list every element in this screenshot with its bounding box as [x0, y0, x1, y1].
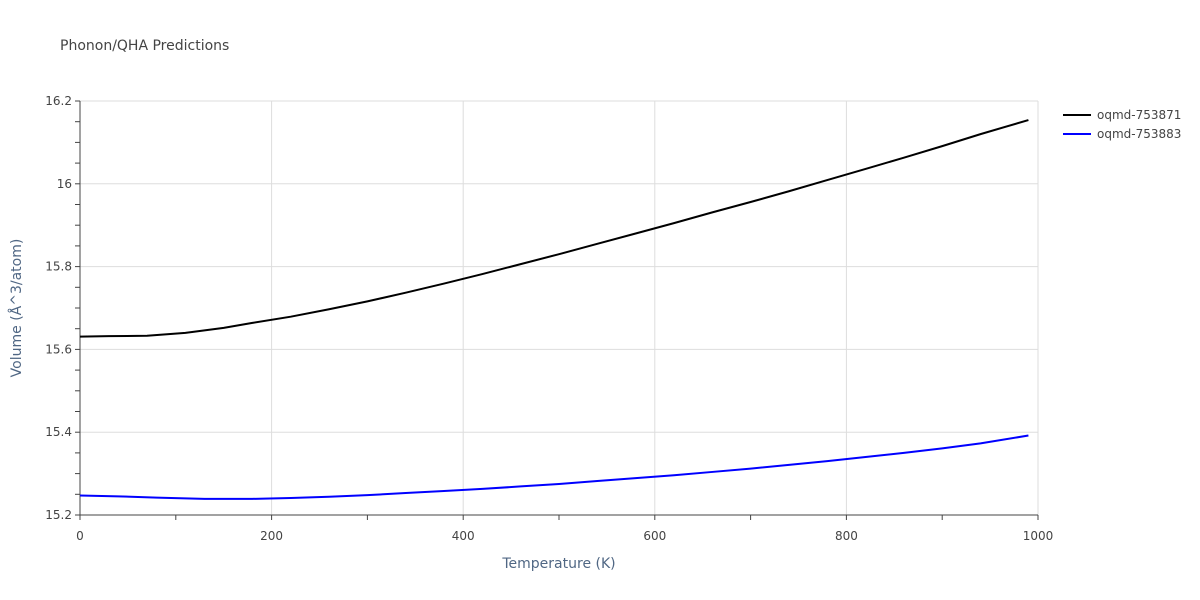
y-tick-label: 15.6 — [45, 342, 72, 356]
series-line-oqmd-753883[interactable] — [79, 434, 1029, 500]
y-tick-label: 16 — [57, 177, 72, 191]
x-tick-label: 800 — [835, 529, 858, 543]
x-axis-title: Temperature (K) — [501, 556, 615, 572]
y-axis-title: Volume (Å^3/atom) — [8, 239, 25, 378]
chart-title: Phonon/QHA Predictions — [60, 38, 229, 54]
y-tick-label: 15.8 — [45, 260, 72, 274]
y-tick-label: 15.4 — [45, 425, 72, 439]
legend[interactable]: oqmd-753871 oqmd-753883 — [1063, 108, 1181, 141]
plot-area: 0 200 400 600 800 1000 15.2 15.4 15.6 15.8 16 16.2 — [45, 94, 1053, 543]
legend-label[interactable]: oqmd-753883 — [1097, 127, 1181, 141]
y-tick-label: 16.2 — [45, 94, 72, 108]
x-tick-label: 1000 — [1023, 529, 1054, 543]
legend-label[interactable]: oqmd-753871 — [1097, 108, 1181, 122]
series-line-oqmd-753871[interactable] — [79, 119, 1029, 338]
x-tick-label: 0 — [76, 529, 84, 543]
x-tick-label: 200 — [260, 529, 283, 543]
x-tick-label: 400 — [452, 529, 475, 543]
x-tick-label: 600 — [643, 529, 666, 543]
y-tick-label: 15.2 — [45, 508, 72, 522]
